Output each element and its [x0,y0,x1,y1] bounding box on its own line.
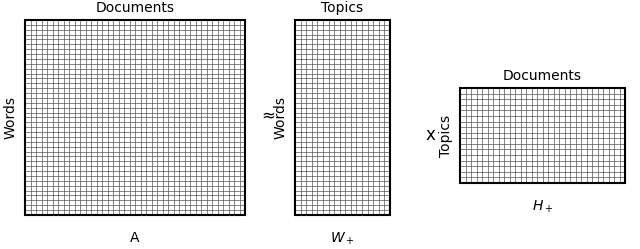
Text: Documents: Documents [503,69,582,83]
Text: Words: Words [4,96,18,139]
Bar [295,20,390,215]
Bar [460,88,625,183]
Text: Topics: Topics [439,115,453,157]
Text: Topics: Topics [321,1,364,15]
Text: A: A [131,231,140,245]
Text: Documents: Documents [95,1,175,15]
Bar [25,20,245,215]
Text: x: x [425,126,435,144]
Text: Words: Words [274,96,288,139]
Text: $W_+$: $W_+$ [330,231,355,248]
Text: ≈: ≈ [261,106,275,124]
Text: $H_+$: $H_+$ [532,199,553,215]
